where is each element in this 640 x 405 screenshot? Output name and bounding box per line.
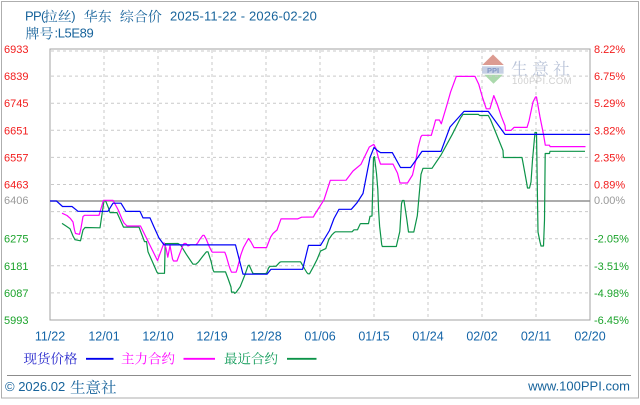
svg-text:PPI: PPI xyxy=(487,66,499,75)
svg-text:0.00%: 0.00% xyxy=(594,195,625,207)
svg-text:12/28: 12/28 xyxy=(250,329,281,343)
svg-text:01/15: 01/15 xyxy=(358,329,389,343)
svg-text:© 2026.02: © 2026.02 xyxy=(5,379,65,394)
svg-text:2025-11-22 - 2026-02-20: 2025-11-22 - 2026-02-20 xyxy=(170,9,317,24)
svg-text:01/06: 01/06 xyxy=(304,329,335,343)
svg-text:2.35%: 2.35% xyxy=(594,152,625,164)
svg-text:12/01: 12/01 xyxy=(88,329,119,343)
svg-text:100PPI.COM: 100PPI.COM xyxy=(512,76,572,87)
svg-text:-6.45%: -6.45% xyxy=(594,315,629,327)
svg-text:6745: 6745 xyxy=(4,98,28,110)
svg-text:8.22%: 8.22% xyxy=(594,44,625,56)
svg-text:11/22: 11/22 xyxy=(35,329,65,343)
svg-text:5993: 5993 xyxy=(4,315,28,327)
svg-text:02/20: 02/20 xyxy=(574,329,605,343)
svg-text:0.89%: 0.89% xyxy=(594,180,625,192)
svg-text:6406: 6406 xyxy=(4,195,28,207)
svg-text:www.100PPI.com: www.100PPI.com xyxy=(527,379,630,394)
svg-text:12/19: 12/19 xyxy=(196,329,227,343)
svg-text:6557: 6557 xyxy=(4,152,28,164)
svg-text:6651: 6651 xyxy=(4,125,28,137)
svg-text:-2.05%: -2.05% xyxy=(594,234,629,246)
svg-text:01/24: 01/24 xyxy=(412,329,443,343)
svg-text:6275: 6275 xyxy=(4,234,28,246)
svg-text:02/02: 02/02 xyxy=(466,329,497,343)
svg-text:12/10: 12/10 xyxy=(142,329,173,343)
svg-text:-3.51%: -3.51% xyxy=(594,261,629,273)
svg-text:5.29%: 5.29% xyxy=(594,98,625,110)
svg-text:3.82%: 3.82% xyxy=(594,125,625,137)
svg-text:): ) xyxy=(71,9,75,24)
svg-text:6181: 6181 xyxy=(4,261,28,273)
svg-text:-4.98%: -4.98% xyxy=(594,288,629,300)
svg-text:6087: 6087 xyxy=(4,288,28,300)
svg-text:6933: 6933 xyxy=(4,44,28,56)
svg-text:02/11: 02/11 xyxy=(521,329,551,343)
svg-text:6839: 6839 xyxy=(4,71,28,83)
svg-text::L5E89: :L5E89 xyxy=(55,26,94,41)
svg-text:PP(: PP( xyxy=(25,9,46,24)
svg-text:6.75%: 6.75% xyxy=(594,71,625,83)
svg-text:6463: 6463 xyxy=(4,180,28,192)
